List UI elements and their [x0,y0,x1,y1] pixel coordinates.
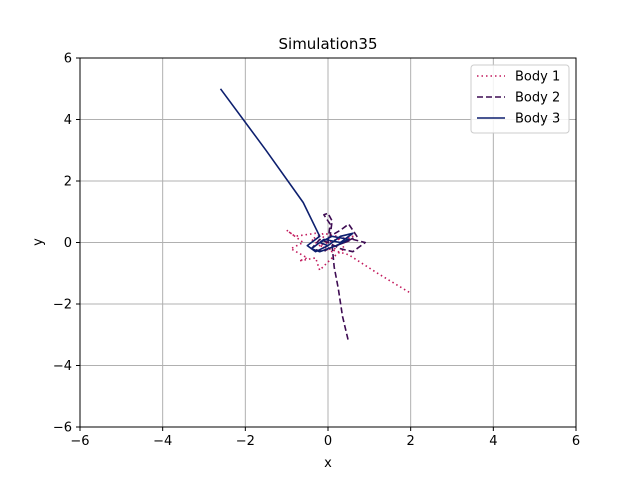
x-tick-label: 2 [407,434,415,449]
series-layer [219,88,412,343]
y-tick-label: −6 [53,421,72,436]
y-axis-label: y [31,238,46,246]
series-line-body-2 [310,212,367,343]
y-tick-label: 2 [64,175,72,190]
chart-title: Simulation35 [279,35,378,53]
legend-label-body-3: Body 3 [515,112,560,127]
y-tick-label: 0 [64,236,72,251]
y-tick-label: −2 [53,298,72,313]
y-tick-label: 4 [64,113,72,128]
ticks-layer: −6 −4 −2 0 2 4 6 −6 −4 −2 0 2 4 6 [53,52,580,450]
legend-label-body-2: Body 2 [515,91,560,106]
x-axis-label: x [324,456,332,471]
x-tick-label: −4 [153,434,172,449]
legend-box [470,64,570,134]
legend-label-body-1: Body 1 [515,70,560,85]
x-tick-label: −6 [70,434,89,449]
y-tick-label: 6 [64,52,72,67]
y-tick-label: −4 [53,359,72,374]
x-tick-label: −2 [236,434,255,449]
legend: Body 1 Body 2 Body 3 [470,64,570,134]
x-tick-label: 0 [324,434,332,449]
x-tick-label: 4 [489,434,497,449]
x-tick-label: 6 [572,434,580,449]
series-line-body-3 [219,88,354,253]
